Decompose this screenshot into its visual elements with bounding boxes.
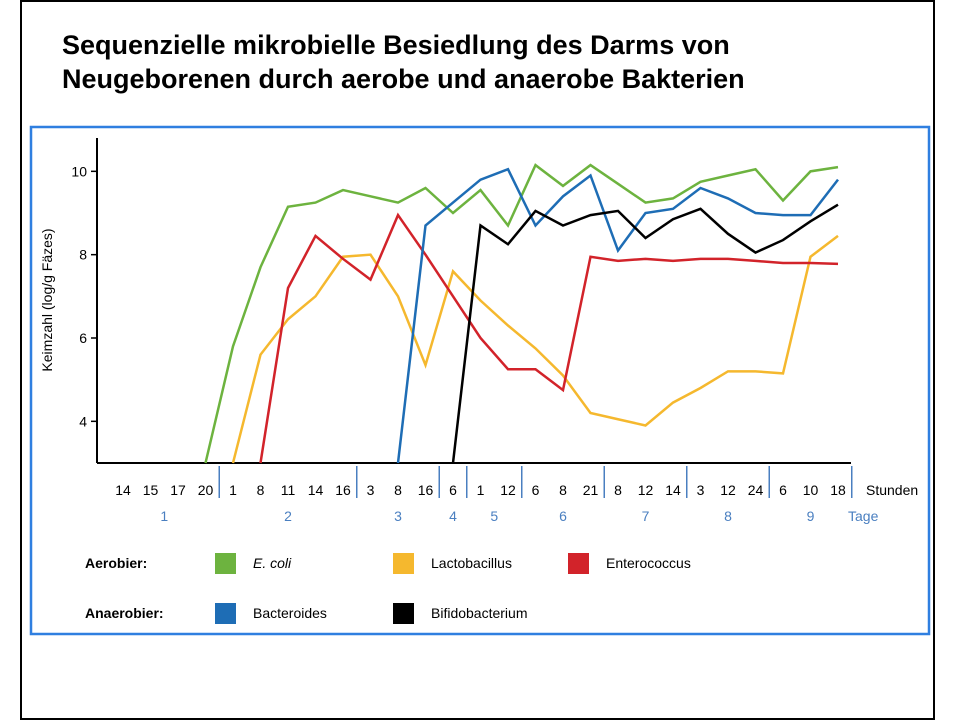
group-label: 5 xyxy=(490,508,498,524)
x-tick-label: 17 xyxy=(170,482,186,498)
x-tick-label: 12 xyxy=(638,482,654,498)
group-label: 9 xyxy=(807,508,815,524)
x-tick-label: 11 xyxy=(281,482,296,498)
chart-title: Sequenzielle mikrobielle Besiedlung des … xyxy=(62,30,745,94)
x-tick-label: 8 xyxy=(559,482,567,498)
group-label: 6 xyxy=(559,508,567,524)
x-tick-label: 16 xyxy=(335,482,351,498)
y-tick-label: 4 xyxy=(79,413,87,429)
legend-swatch xyxy=(568,553,589,574)
x-tick-label: 12 xyxy=(720,482,736,498)
x-tick-label: 6 xyxy=(779,482,787,498)
x-tick-label: 16 xyxy=(418,482,434,498)
y-tick-label: 6 xyxy=(79,330,87,346)
legend-swatch xyxy=(215,603,236,624)
x-tick-label: 21 xyxy=(583,482,599,498)
x-tick-label: 14 xyxy=(308,482,324,498)
group-label: 4 xyxy=(449,508,457,524)
x-tick-label: 3 xyxy=(697,482,705,498)
x-tick-label: 6 xyxy=(532,482,540,498)
legend-label: Bacteroides xyxy=(253,605,327,621)
x-tick-label: 8 xyxy=(394,482,402,498)
x-tick-label: 14 xyxy=(115,482,131,498)
x-tick-label: 3 xyxy=(367,482,375,498)
x-tick-label: 24 xyxy=(748,482,764,498)
chart-frame xyxy=(29,125,931,636)
x-tick-label: 1 xyxy=(229,482,237,498)
legend-label: Lactobacillus xyxy=(431,555,512,571)
legend-swatch xyxy=(393,553,414,574)
legend-label: Enterococcus xyxy=(606,555,691,571)
x-tick-label: 1 xyxy=(477,482,485,498)
x-tick-label: 6 xyxy=(449,482,457,498)
y-tick-label: 8 xyxy=(79,247,87,263)
group-label: 7 xyxy=(642,508,650,524)
series-line xyxy=(451,203,839,464)
series-line xyxy=(396,167,839,464)
legend-label: Bifidobacterium xyxy=(431,605,528,621)
y-tick-label: 10 xyxy=(71,163,87,179)
y-axis-label: Keimzahl (log/g Fäzes) xyxy=(39,228,55,371)
x-tick-label: 10 xyxy=(803,482,819,498)
x-tick-label: 18 xyxy=(830,482,846,498)
title-box: Sequenzielle mikrobielle Besiedlung des … xyxy=(62,30,745,94)
x-tick-label: 20 xyxy=(198,482,214,498)
series-line xyxy=(259,212,839,464)
legend-group-label: Aerobier: xyxy=(85,555,147,571)
x-tick-label: 15 xyxy=(143,482,159,498)
group-label: 1 xyxy=(160,508,168,524)
group-label: 2 xyxy=(284,508,292,524)
x-tick-label: 8 xyxy=(257,482,265,498)
group-unit-label: Tage xyxy=(848,508,879,524)
group-label: 3 xyxy=(394,508,402,524)
legend-swatch xyxy=(393,603,414,624)
legend-group-label: Anaerobier: xyxy=(85,605,164,621)
legend-label: E. coli xyxy=(253,555,292,571)
series-line xyxy=(231,234,839,464)
group-label: 8 xyxy=(724,508,732,524)
x-tick-label: 14 xyxy=(665,482,681,498)
legend-swatch xyxy=(215,553,236,574)
x-tick-label: 8 xyxy=(614,482,622,498)
x-unit-label: Stunden xyxy=(866,482,918,498)
x-tick-label: 12 xyxy=(500,482,516,498)
